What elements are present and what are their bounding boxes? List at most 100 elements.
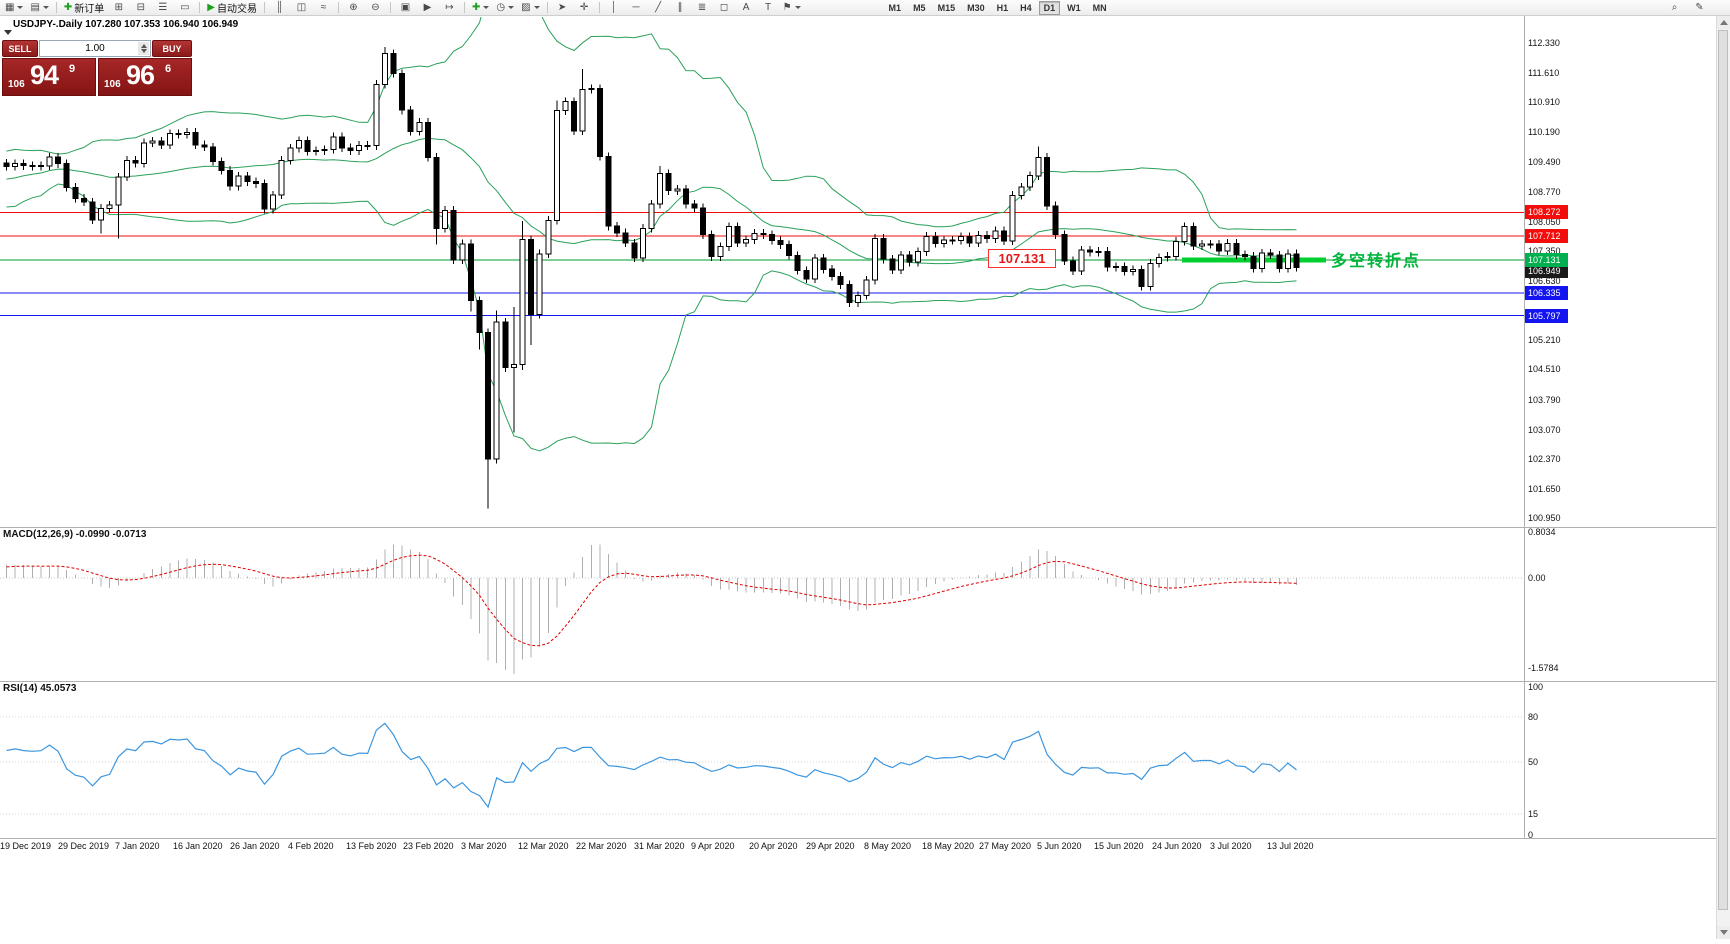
new-order-button[interactable]: ✚ 新订单 bbox=[61, 0, 107, 16]
time-axis-label: 9 Apr 2020 bbox=[691, 841, 735, 851]
autotrading-label: 自动交易 bbox=[217, 4, 257, 15]
price-level-annotation[interactable]: 107.131 bbox=[988, 249, 1056, 268]
navigator-icon: ☰ bbox=[158, 1, 168, 13]
price-axis-line-label: 105.797 bbox=[1525, 308, 1568, 323]
timeframe-d1-button[interactable]: D1 bbox=[1038, 0, 1061, 15]
trendline-button[interactable]: ╱ bbox=[648, 0, 669, 16]
toolbar-separator bbox=[55, 2, 57, 13]
terminal-button[interactable]: ▭ bbox=[174, 0, 195, 16]
time-axis-label: 15 Jun 2020 bbox=[1094, 841, 1144, 851]
timeframe-w1-button[interactable]: W1 bbox=[1067, 2, 1081, 13]
cursor-button[interactable]: ➤ bbox=[552, 0, 573, 16]
market-watch-icon: ⊞ bbox=[114, 1, 123, 13]
horizontal-line-icon: ─ bbox=[632, 1, 640, 13]
bar-chart-button[interactable]: ║ bbox=[269, 0, 290, 16]
data-window-button[interactable]: ⊟ bbox=[130, 0, 151, 16]
toolbar-right-group: ⌕ ✎ bbox=[1664, 0, 1710, 16]
profiles-icon: ▤ bbox=[30, 1, 40, 13]
edit-icon[interactable]: ✎ bbox=[1695, 2, 1704, 13]
search-icon[interactable]: ⌕ bbox=[1671, 2, 1678, 13]
toolbar-separator bbox=[546, 2, 548, 13]
navigator-button[interactable]: ☰ bbox=[152, 0, 173, 16]
volume-spinner bbox=[138, 42, 149, 55]
main-toolbar: ▦ ▤ ✚ 新订单 ⊞ ⊟ ☰ ▭ ▶ 自动交易 ║ ◫ ≈ ⊕ ⊖ ▣ ▶ ↦ ✚ ◷ ▨ ➤ ✛ │ ─ ╱ ∥ ≣ ◻ A T ⚑ M1… bbox=[0, 0, 1730, 16]
auto-scroll-button[interactable]: ▶ bbox=[417, 0, 438, 16]
timeframe-m15-button[interactable]: M15 bbox=[937, 2, 956, 13]
market-watch-button[interactable]: ⊞ bbox=[108, 0, 129, 16]
timeframe-m5-button[interactable]: M5 bbox=[913, 2, 926, 13]
timeframe-h1-button[interactable]: H1 bbox=[996, 2, 1009, 13]
horizontal-line-button[interactable]: ─ bbox=[626, 0, 647, 16]
bar-chart-icon: ║ bbox=[275, 1, 284, 13]
chevron-down-icon bbox=[794, 6, 801, 9]
time-axis-label: 31 Mar 2020 bbox=[634, 841, 685, 851]
ask-price-panel[interactable]: 106 96 6 bbox=[98, 58, 192, 96]
time-axis-label: 22 Mar 2020 bbox=[576, 841, 627, 851]
price-axis-line-label: 106.949 bbox=[1525, 263, 1568, 278]
time-axis-label: 19 Dec 2019 bbox=[0, 841, 52, 851]
chevron-down-icon bbox=[42, 6, 49, 9]
candlestick-chart-button[interactable]: ◫ bbox=[291, 0, 312, 16]
text-button[interactable]: A bbox=[736, 0, 757, 16]
arrow-objects-button[interactable]: ⚑ bbox=[780, 0, 804, 16]
macd-axis-tick: 0.00 bbox=[1528, 573, 1546, 583]
timeframe-h4-button[interactable]: H4 bbox=[1020, 2, 1032, 13]
text-label-button[interactable]: T bbox=[758, 0, 779, 16]
time-axis-label: 3 Mar 2020 bbox=[461, 841, 507, 851]
scrollbar-down-button[interactable] bbox=[1717, 926, 1730, 939]
volume-increase-icon[interactable] bbox=[140, 44, 147, 48]
price-axis-tick: 108.770 bbox=[1528, 186, 1561, 197]
equidistant-channel-button[interactable]: ∥ bbox=[670, 0, 691, 16]
toolbar-separator bbox=[598, 2, 600, 13]
vertical-scrollbar[interactable] bbox=[1716, 16, 1730, 939]
periods-icon: ◷ bbox=[496, 1, 506, 13]
shapes-icon: ◻ bbox=[719, 1, 729, 13]
zoom-in-icon: ⊕ bbox=[349, 1, 358, 13]
auto-scroll-icon: ▶ bbox=[423, 1, 432, 13]
zoom-in-button[interactable]: ⊕ bbox=[343, 0, 364, 16]
crosshair-button[interactable]: ✛ bbox=[574, 0, 595, 16]
autotrading-button[interactable]: ▶ 自动交易 bbox=[204, 0, 260, 16]
time-axis-label: 18 May 2020 bbox=[922, 841, 975, 851]
bid-price-point: 9 bbox=[69, 63, 76, 75]
data-window-icon: ⊟ bbox=[136, 1, 145, 13]
volume-input[interactable]: 1.00 bbox=[39, 40, 151, 57]
zoom-out-button[interactable]: ⊖ bbox=[365, 0, 386, 16]
scrollbar-up-button[interactable] bbox=[1717, 16, 1730, 29]
vertical-line-button[interactable]: │ bbox=[604, 0, 625, 16]
arrow-down-icon bbox=[1719, 930, 1728, 935]
time-axis-label: 13 Jul 2020 bbox=[1267, 841, 1314, 851]
turning-point-annotation[interactable]: 多空转折点 bbox=[1331, 253, 1422, 270]
time-axis-label: 24 Jun 2020 bbox=[1152, 841, 1202, 851]
one-click-collapse-icon[interactable] bbox=[4, 30, 12, 35]
buy-button[interactable]: BUY bbox=[152, 40, 192, 57]
periods-button[interactable]: ◷ bbox=[493, 0, 517, 16]
bid-price-pips: 94 bbox=[30, 60, 59, 90]
toolbar-left-group: ▦ ▤ ✚ 新订单 ⊞ ⊟ ☰ ▭ ▶ 自动交易 ║ ◫ ≈ ⊕ ⊖ ▣ ▶ ↦ ✚ ◷ ▨ ➤ ✛ │ ─ ╱ ∥ ≣ ◻ A T ⚑ bbox=[2, 0, 804, 16]
line-chart-button[interactable]: ≈ bbox=[313, 0, 334, 16]
new-order-icon: ✚ bbox=[63, 1, 73, 13]
scrollbar-thumb[interactable] bbox=[1718, 30, 1728, 910]
shapes-button[interactable]: ◻ bbox=[714, 0, 735, 16]
chart-shift-button[interactable]: ↦ bbox=[439, 0, 460, 16]
new-chart-button[interactable]: ▦ bbox=[2, 0, 26, 16]
timeframe-m30-button[interactable]: M30 bbox=[967, 2, 985, 13]
templates-button[interactable]: ▨ bbox=[518, 0, 542, 16]
new-order-label: 新订单 bbox=[74, 4, 105, 15]
profiles-button[interactable]: ▤ bbox=[27, 0, 51, 16]
tile-windows-button[interactable]: ▣ bbox=[395, 0, 416, 16]
price-axis-tick: 106.630 bbox=[1528, 275, 1561, 286]
zoom-out-icon: ⊖ bbox=[371, 1, 380, 13]
timeframe-mn-button[interactable]: MN bbox=[1092, 2, 1107, 13]
indicators-button[interactable]: ✚ bbox=[469, 0, 492, 16]
macd-axis-tick: -1.5784 bbox=[1528, 663, 1559, 673]
fibonacci-retracement-icon: ≣ bbox=[697, 1, 707, 13]
bid-price-panel[interactable]: 106 94 9 bbox=[2, 58, 96, 96]
timeframe-m1-button[interactable]: M1 bbox=[888, 2, 902, 13]
price-axis-tick: 104.510 bbox=[1528, 364, 1561, 375]
sell-button[interactable]: SELL bbox=[2, 40, 38, 57]
rsi-axis-tick: 0 bbox=[1528, 830, 1534, 840]
volume-decrease-icon[interactable] bbox=[140, 49, 147, 53]
fibonacci-retracement-button[interactable]: ≣ bbox=[692, 0, 713, 16]
